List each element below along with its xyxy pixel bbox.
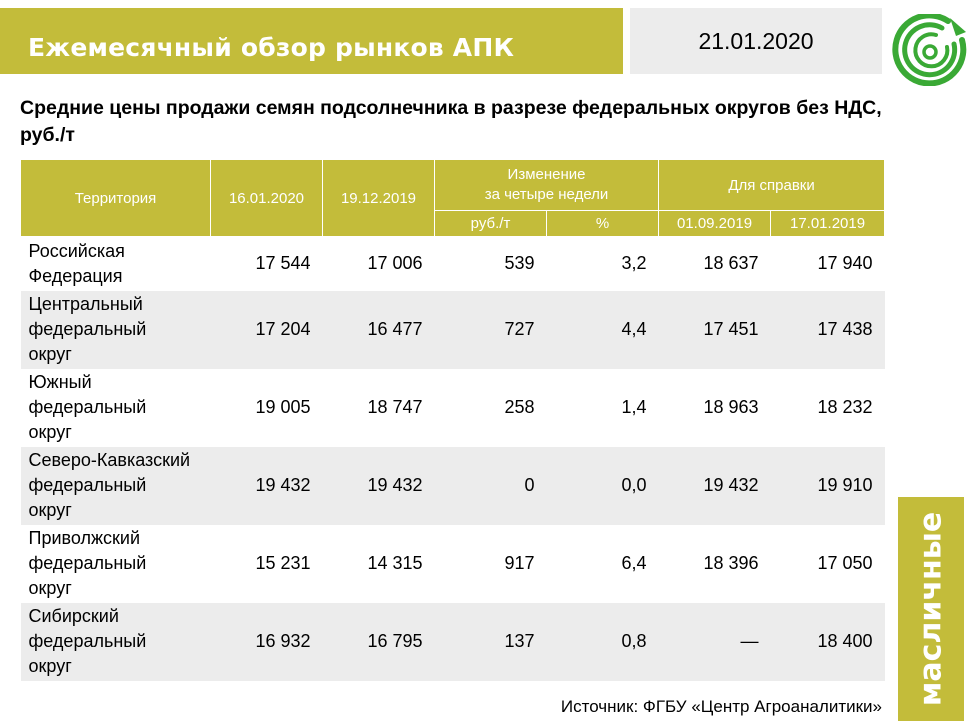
table-row: Южный федеральный округ 19 005 18 747 25… xyxy=(21,369,885,447)
cell-current: 16 932 xyxy=(210,602,323,681)
cell-previous: 18 747 xyxy=(367,397,423,417)
header-reference-2: 17.01.2019 xyxy=(770,210,886,237)
category-label: масличные xyxy=(913,511,949,707)
header-reference-1: 01.09.2019 xyxy=(658,210,772,237)
cell-previous: 17 006 xyxy=(367,253,423,274)
concentric-circles-logo-icon xyxy=(892,14,967,86)
cell-current: 17 204 xyxy=(210,290,323,369)
cell-change-pct: 0,0 xyxy=(546,446,659,525)
cell-previous: 14 315 xyxy=(367,553,423,573)
header-change-rub: руб./т xyxy=(434,210,547,237)
cell-change-rub: 539 xyxy=(504,253,535,274)
cell-territory: Приволжский федеральный округ xyxy=(28,528,147,598)
date-box: 21.01.2020 xyxy=(630,8,882,74)
report-date: 21.01.2020 xyxy=(698,28,814,54)
header-previous-date: 19.12.2019 xyxy=(322,159,435,237)
cell-change-rub: 917 xyxy=(504,553,535,573)
category-side-banner: масличные xyxy=(898,497,964,721)
header-change-pct: % xyxy=(545,210,660,237)
cell-previous: 16 795 xyxy=(322,602,435,681)
header-reference-group: Для справки xyxy=(658,159,886,211)
table-row: Российская Федерация 17 544 17 006 539 3… xyxy=(21,237,885,291)
cell-territory: Северо-Кавказский федеральный округ xyxy=(20,446,211,525)
cell-current: 17 544 xyxy=(255,253,311,274)
cell-reference-2: 17 438 xyxy=(770,290,885,369)
cell-current: 19 005 xyxy=(255,397,311,417)
cell-territory: Сибирский федеральный округ xyxy=(20,602,211,681)
cell-territory: Российская Федерация xyxy=(28,240,125,286)
cell-reference-1: 18 963 xyxy=(703,397,759,417)
cell-current: 15 231 xyxy=(255,553,311,573)
cell-change-rub: 137 xyxy=(434,602,547,681)
source-note: Источник: ФГБУ «Центр Агроаналитики» xyxy=(560,697,882,716)
table-row: Центральный федеральный округ 17 204 16 … xyxy=(20,290,885,369)
table-row: Сибирский федеральный округ 16 932 16 79… xyxy=(20,602,885,681)
cell-reference-1: — xyxy=(658,602,771,681)
table-row: Северо-Кавказский федеральный округ 19 4… xyxy=(20,446,885,525)
cell-reference-1: 19 432 xyxy=(658,446,771,525)
cell-reference-2: 17 940 xyxy=(817,253,873,274)
header-change-group: Изменение за четыре недели xyxy=(433,159,660,211)
cell-previous: 19 432 xyxy=(322,446,435,525)
cell-change-rub: 258 xyxy=(504,397,535,417)
cell-previous: 16 477 xyxy=(322,290,435,369)
header-territory: Территория xyxy=(20,159,211,237)
cell-change-pct: 6,4 xyxy=(621,553,647,573)
cell-current: 19 432 xyxy=(210,446,323,525)
cell-change-pct: 4,4 xyxy=(546,290,659,369)
price-table: Территория 16.01.2020 19.12.2019 Изменен… xyxy=(20,159,886,681)
cell-change-pct: 0,8 xyxy=(546,602,659,681)
table-title: Средние цены продажи семян подсолнечника… xyxy=(20,97,882,146)
cell-change-rub: 0 xyxy=(434,446,547,525)
header-current-date: 16.01.2020 xyxy=(210,159,323,237)
cell-reference-1: 18 637 xyxy=(703,253,759,274)
cell-change-rub: 727 xyxy=(434,290,547,369)
cell-reference-2: 18 400 xyxy=(770,602,885,681)
cell-territory: Центральный федеральный округ xyxy=(20,290,211,369)
cell-reference-2: 18 232 xyxy=(817,397,873,417)
cell-reference-1: 17 451 xyxy=(658,290,771,369)
table-row: Приволжский федеральный округ 15 231 14 … xyxy=(21,525,885,603)
cell-change-pct: 3,2 xyxy=(621,253,647,274)
cell-reference-2: 17 050 xyxy=(817,553,873,573)
cell-reference-1: 18 396 xyxy=(703,553,759,573)
cell-territory: Южный федеральный округ xyxy=(28,372,147,442)
cell-reference-2: 19 910 xyxy=(770,446,885,525)
header-title: Ежемесячный обзор рынков АПК xyxy=(28,33,515,62)
cell-change-pct: 1,4 xyxy=(621,397,647,417)
header-banner: Ежемесячный обзор рынков АПК xyxy=(0,8,623,74)
